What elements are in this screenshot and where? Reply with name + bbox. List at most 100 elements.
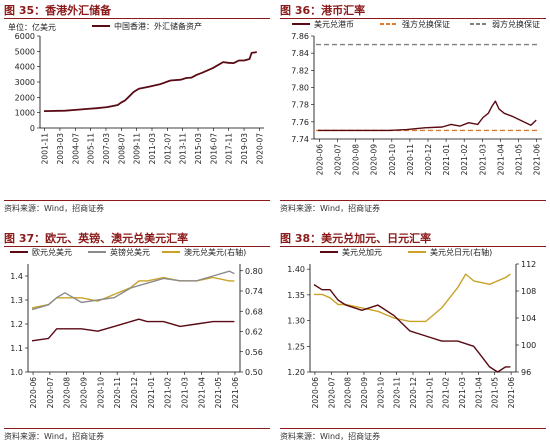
series-gbpusd [31,270,235,311]
y-tick-label: 0 [30,124,35,133]
y-tick-label: 1.2 [10,320,23,329]
y-tick-label: 1.1 [10,344,23,353]
x-tick-label: 2021-01 [147,377,156,409]
panel-title: 图 35：香港外汇储备 [4,4,112,17]
x-tick-label: 2020-08 [352,144,361,176]
y2-tick-label: 0.74 [245,287,263,296]
panel-hkd-rate: 图 36：港币汇率 美元兑港币 强方兑换保证 弱方兑换保证 7.74 7.76 7.78 7… [280,2,546,216]
x-tick-label: 2020-06 [311,377,320,409]
x-tick-label: 2021-03 [180,377,189,409]
title-rule [4,246,270,247]
y-tick-label: 1.3 [10,296,23,305]
x-tick-label: 2020-12 [130,377,139,409]
chart-eur-gbp-aud: 欧元兑美元 英镑兑美元 澳元兑美元(右轴) 1.0 1.1 1.2 1.3 1.4 0.50 0.… [10,247,263,409]
x-tick-label: 2009-11 [133,133,142,165]
legend-eurusd-label: 欧元兑美元 [32,247,72,257]
source-rule [4,428,270,429]
y-tick-label: 1.40 [287,265,305,274]
legend-gbpusd-label: 英镑兑美元 [110,247,150,257]
x-tick-label: 2004-07 [71,133,80,165]
title-rule [280,18,546,19]
series-usdcad [313,284,511,373]
source-rule [4,200,270,201]
panel-cad-jpy: 图 38：美元兑加元、日元汇率 美元兑加元 美元兑日元(右轴) 1.20 1.25 1.… [280,230,546,444]
x-tick-label: 2021-05 [491,377,500,409]
x-tick-label: 2007-03 [102,133,111,165]
panel-eur-gbp-aud: 图 37：欧元、英镑、澳元兑美元汇率 欧元兑美元 英镑兑美元 澳元兑美元(右轴) 1.… [4,230,270,444]
x-tick-label: 2001-11 [41,133,50,165]
x-tick-label: 2020-09 [360,377,369,409]
source-note: 资料来源：Wind，招商证券 [4,432,105,441]
series-usdjpy [314,273,511,323]
source-note: 资料来源：Wind，招商证券 [4,204,105,213]
y-tick-label: 2000 [15,93,35,102]
panel-hk-fx-reserves: 图 35：香港外汇储备 单位：亿美元 中国香港：外汇储备资产 0 1000 2000 30… [4,2,270,216]
legend-usdhkd-label: 美元兑港币 [314,19,354,29]
y2-tick-label: 112 [521,260,536,269]
panel-title: 图 38：美元兑加元、日元汇率 [280,232,432,245]
y2-tick-label: 0.80 [245,267,263,276]
x-tick-label: 2020-10 [96,377,105,409]
source-rule [280,428,546,429]
y2-tick-label: 0.56 [245,348,263,357]
x-tick-label: 2020-11 [406,144,415,176]
x-tick-label: 2021-06 [231,377,240,409]
x-tick-label: 2021-02 [164,377,173,409]
x-tick-label: 2020-09 [80,377,89,409]
y-tick-label: 7.80 [291,84,309,93]
y-tick-label: 1.0 [10,368,23,377]
y2-tick-label: 0.50 [245,368,263,377]
x-tick-label: 2019-03 [240,133,249,165]
y-tick-label: 1.25 [287,342,305,351]
x-tick-label: 2020-06 [29,377,38,409]
x-tick-label: 2021-04 [197,377,206,409]
x-tick-label: 2021-05 [514,144,523,176]
source-note: 资料来源：Wind，招商证券 [280,204,381,213]
series-fx-reserves [43,51,257,112]
x-tick-label: 2020-07 [46,377,55,409]
x-tick-label: 2020-10 [388,144,397,176]
source-rule [280,200,546,201]
title-rule [280,246,546,247]
legend-usdcad-label: 美元兑加元 [342,247,382,257]
x-tick-label: 2021-03 [458,377,467,409]
x-tick-label: 2021-01 [425,377,434,409]
y-tick-label: 3000 [15,78,35,87]
y-tick-label: 7.84 [291,49,309,58]
x-tick-label: 2020-07 [334,144,343,176]
x-tick-label: 2020-12 [424,144,433,176]
x-tick-label: 2020-09 [370,144,379,176]
chart-hk-fx-reserves: 单位：亿美元 中国香港：外汇储备资产 0 1000 2000 3000 4000 5000 60… [8,21,264,165]
legend-strong-side-label: 强方兑换保证 [402,19,450,29]
y-tick-label: 6000 [15,32,35,41]
title-rule [4,18,270,19]
x-tick-label: 2020-12 [409,377,418,409]
x-tick-label: 2021-02 [442,377,451,409]
y-tick-label: 1.35 [287,291,305,300]
y-tick-label: 1.20 [287,368,305,377]
legend-audusd-label: 澳元兑美元(右轴) [184,247,246,257]
x-tick-label: 2013-11 [179,133,188,165]
x-tick-label: 2017-11 [225,133,234,165]
x-tick-label: 2008-07 [117,133,126,165]
chart-hkd-rate: 美元兑港币 强方兑换保证 弱方兑换保证 7.74 7.76 7.78 7.80 7.82 7.8… [291,19,542,176]
y-tick-label: 1.4 [10,272,23,281]
x-tick-label: 2020-08 [63,377,72,409]
x-tick-label: 2005-11 [87,133,96,165]
x-tick-label: 2011-03 [148,133,157,165]
y-tick-label: 1.30 [287,317,305,326]
legend-fx-reserves-label: 中国香港：外汇储备资产 [114,21,202,31]
source-note: 资料来源：Wind，招商证券 [280,432,381,441]
y-tick-label: 7.78 [291,101,309,110]
x-tick-label: 2020-11 [113,377,122,409]
x-tick-label: 2021-04 [474,377,483,409]
x-tick-label: 2020-10 [376,377,385,409]
x-tick-label: 2016-07 [209,133,218,165]
y-tick-label: 4000 [15,63,35,72]
y-tick-label: 5000 [15,47,35,56]
legend-usdjpy-label: 美元兑日元(右轴) [430,247,492,257]
x-tick-label: 2021-03 [478,144,487,176]
chart-cad-jpy: 美元兑加元 美元兑日元(右轴) 1.20 1.25 1.30 1.35 1.40 96 100 1… [287,247,536,409]
x-tick-label: 2020-07 [327,377,336,409]
x-tick-label: 2021-05 [214,377,223,409]
